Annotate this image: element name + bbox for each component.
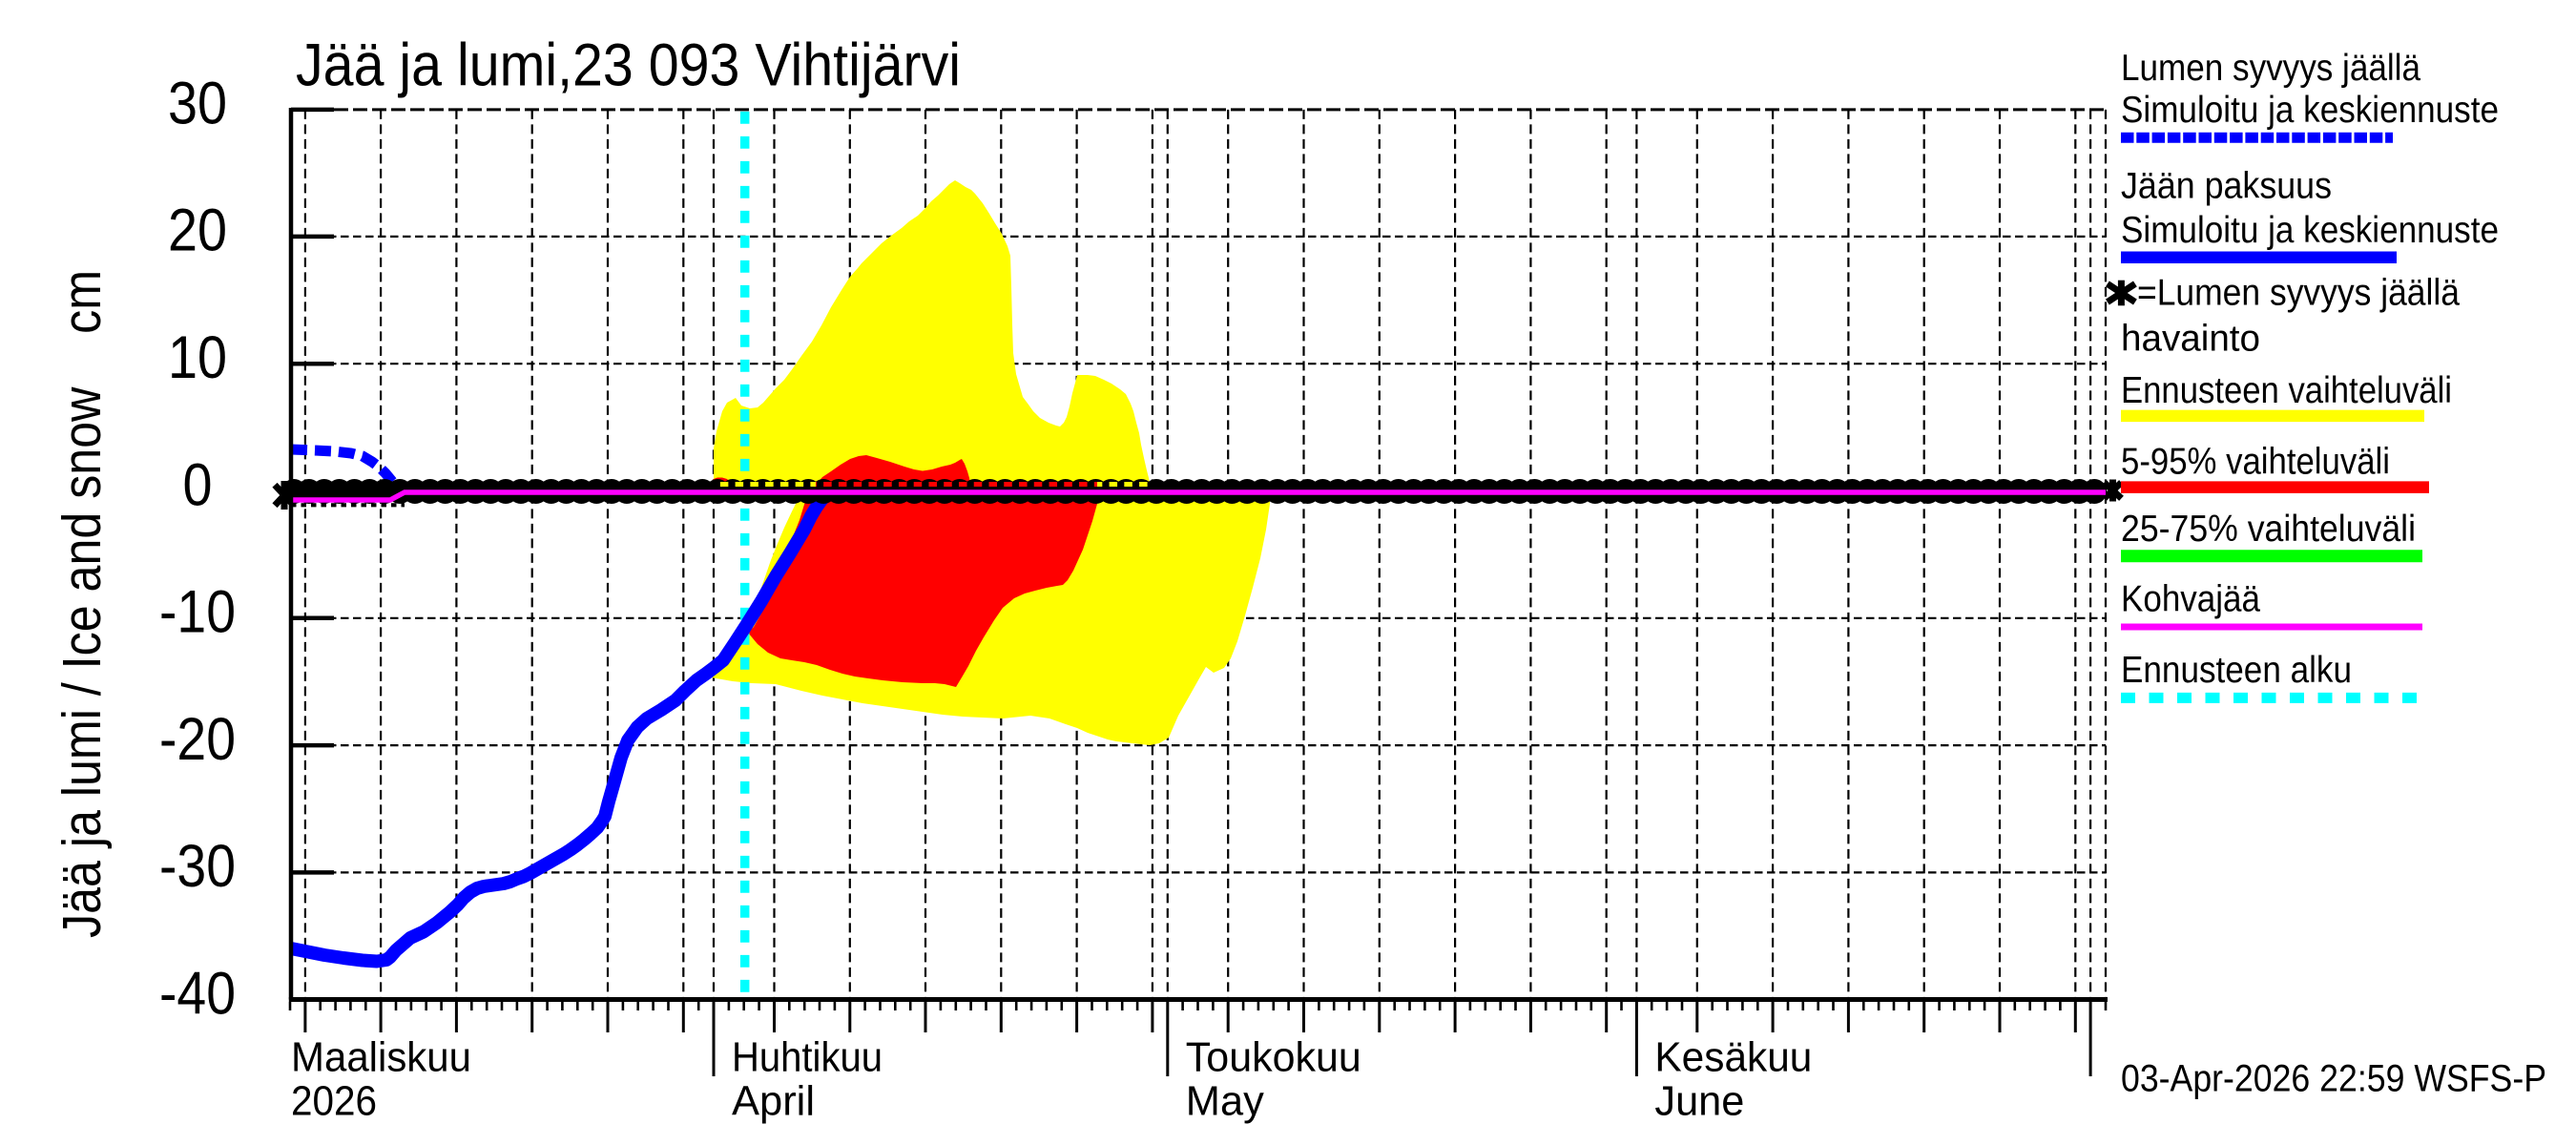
svg-text:0: 0 xyxy=(183,451,213,518)
svg-text:Kesäkuu: Kesäkuu xyxy=(1654,1035,1812,1081)
svg-text:Jää ja lumi / Ice and snow: Jää ja lumi / Ice and snow cm xyxy=(52,270,113,938)
svg-text:-20: -20 xyxy=(159,706,236,773)
svg-text:May: May xyxy=(1186,1079,1264,1125)
svg-text:June: June xyxy=(1654,1079,1744,1125)
svg-text:Jää ja lumi,23 093 Vihtijärvi: Jää ja lumi,23 093 Vihtijärvi xyxy=(296,32,961,99)
svg-text:Kohvajää: Kohvajää xyxy=(2121,579,2261,620)
svg-text:=Lumen syvyys jäällä: =Lumen syvyys jäällä xyxy=(2137,273,2461,314)
svg-text:25-75% vaihteluväli: 25-75% vaihteluväli xyxy=(2121,509,2416,550)
svg-text:Jään paksuus: Jään paksuus xyxy=(2121,166,2332,207)
svg-text:-10: -10 xyxy=(159,579,236,646)
svg-text:-40: -40 xyxy=(159,960,236,1027)
svg-text:April: April xyxy=(732,1079,815,1125)
svg-text:5-95% vaihteluväli: 5-95% vaihteluväli xyxy=(2121,442,2390,483)
svg-text:Simuloitu ja keskiennuste: Simuloitu ja keskiennuste xyxy=(2121,210,2499,251)
svg-text:30: 30 xyxy=(168,71,227,137)
svg-text:-30: -30 xyxy=(159,833,236,900)
svg-text:Toukokuu: Toukokuu xyxy=(1186,1035,1361,1081)
svg-text:Ennusteen alku: Ennusteen alku xyxy=(2121,650,2352,691)
svg-text:Ennusteen vaihteluväli: Ennusteen vaihteluväli xyxy=(2121,370,2452,411)
svg-text:Lumen syvyys jäällä: Lumen syvyys jäällä xyxy=(2121,48,2421,89)
svg-text:2026: 2026 xyxy=(291,1079,377,1125)
svg-text:10: 10 xyxy=(168,324,227,391)
svg-text:havainto: havainto xyxy=(2121,318,2260,359)
svg-text:Huhtikuu: Huhtikuu xyxy=(732,1035,883,1081)
svg-text:Maaliskuu: Maaliskuu xyxy=(291,1035,471,1081)
svg-text:20: 20 xyxy=(168,198,227,264)
svg-text:Simuloitu ja keskiennuste: Simuloitu ja keskiennuste xyxy=(2121,90,2499,131)
svg-text:03-Apr-2026 22:59 WSFS-P: 03-Apr-2026 22:59 WSFS-P xyxy=(2121,1058,2546,1100)
